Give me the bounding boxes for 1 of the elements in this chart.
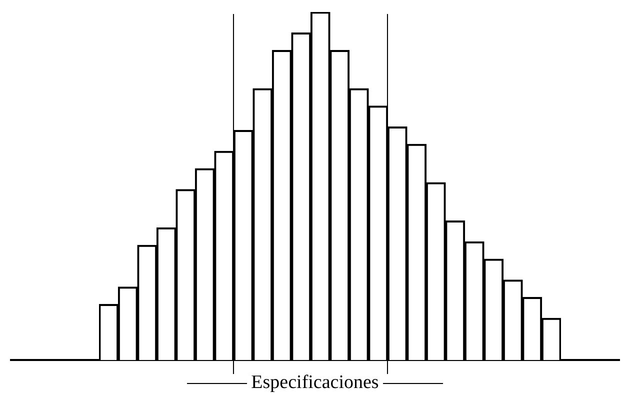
text: Especificaciones [251,372,379,394]
